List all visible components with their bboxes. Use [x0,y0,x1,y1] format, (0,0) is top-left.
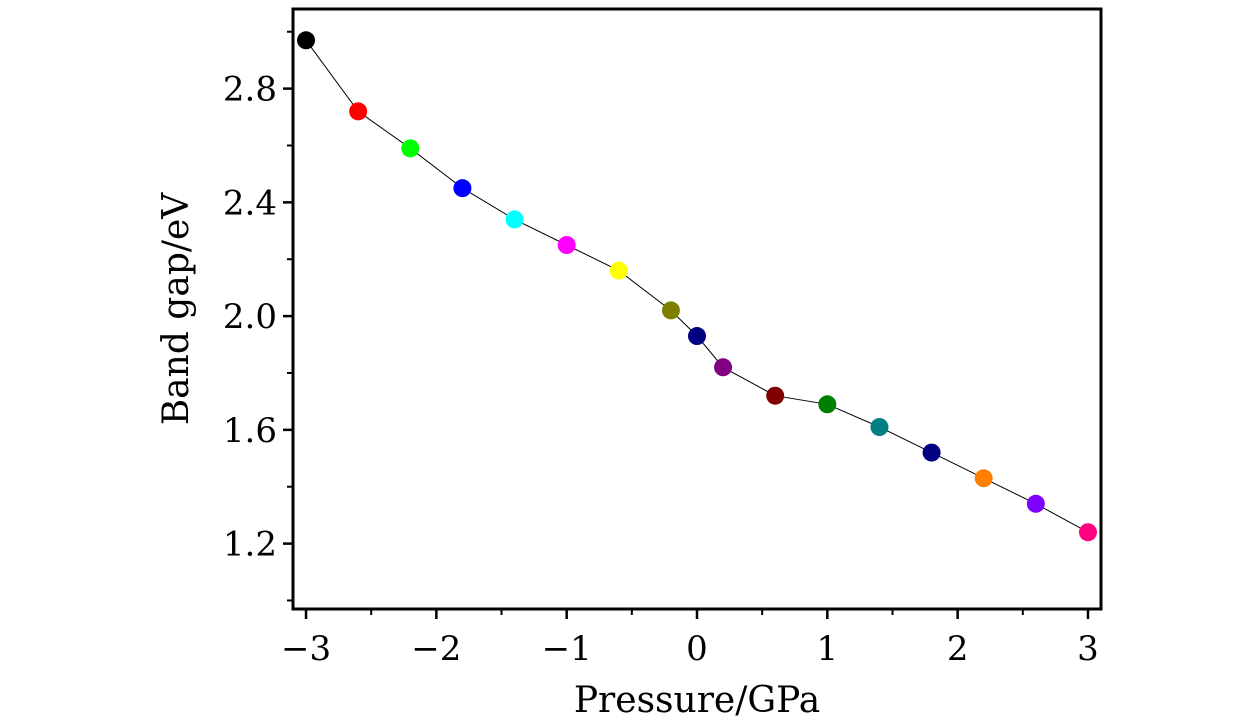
x-tick-label: 0 [686,629,708,669]
data-point [714,358,733,377]
data-point [974,469,993,488]
data-point [349,102,368,121]
data-point [1026,494,1045,513]
y-tick-label: 2.0 [223,297,277,337]
data-point [557,236,576,255]
data-points [297,31,1097,542]
plot-frame [291,7,1103,611]
x-tick-label: −3 [281,629,331,669]
y-tick-label: 1.6 [223,411,277,451]
tick-labels: −3 −2 −1 0 1 2 3 1.2 1.6 2.0 2.4 2.8 [223,70,1099,669]
x-axis-label: Pressure/GPa [574,680,820,721]
x-tick-label: 3 [1077,629,1099,669]
data-point [818,395,837,414]
data-point [661,301,680,320]
data-point [870,418,889,437]
data-point [505,210,524,229]
x-tick-label: −1 [542,629,592,669]
data-point [401,139,420,158]
y-tick-label: 1.2 [223,525,277,565]
x-tick-label: 1 [817,629,839,669]
series-line [305,40,1089,533]
data-point [453,179,472,198]
data-point [609,261,628,280]
x-tick-label: 2 [947,629,969,669]
x-tick-label: −2 [411,629,461,669]
data-point [766,386,785,405]
data-point [922,443,941,462]
data-point [688,327,706,346]
y-tick-label: 2.8 [223,70,277,110]
data-point [1078,523,1097,542]
y-tick-label: 2.4 [223,183,277,223]
data-point [297,31,316,50]
y-axis-label: Band gap/eV [156,192,197,426]
